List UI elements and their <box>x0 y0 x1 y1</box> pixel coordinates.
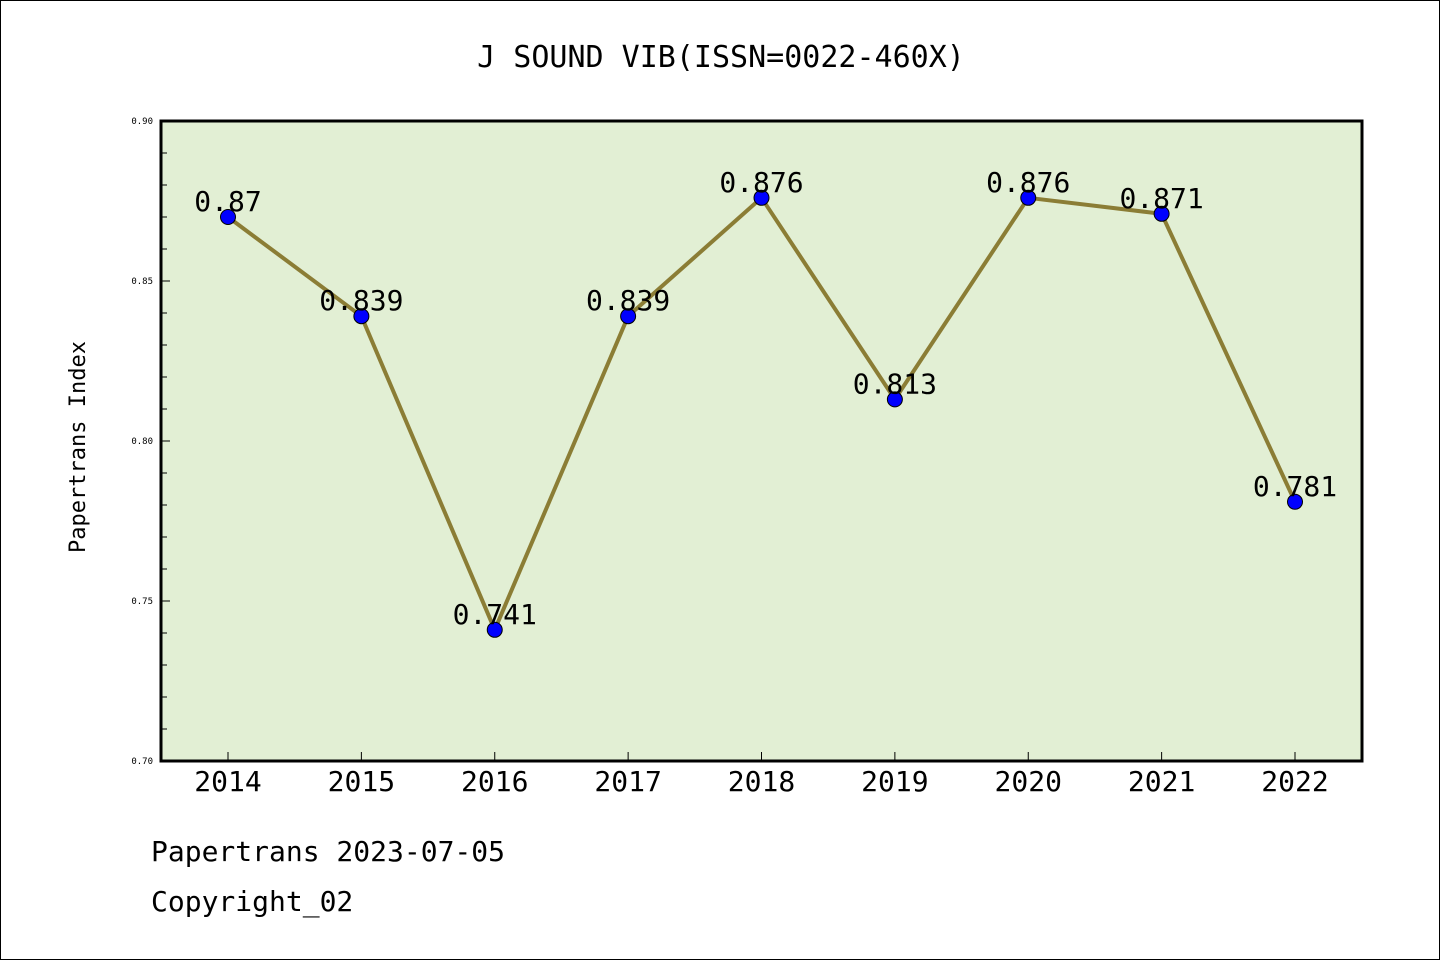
x-tick-label: 2017 <box>594 765 661 798</box>
y-tick-label: 0.70 <box>131 757 153 767</box>
x-tick-label: 2020 <box>995 765 1062 798</box>
x-tick-label: 2014 <box>194 765 261 798</box>
x-tick-label: 2022 <box>1261 765 1328 798</box>
y-axis: 0.70 0.75 0.80 0.85 0.90 <box>131 117 170 767</box>
plot-area <box>159 119 1364 763</box>
footer-date: Papertrans 2023-07-05 <box>151 835 506 868</box>
data-label: 0.741 <box>453 598 537 631</box>
data-point <box>353 308 370 325</box>
data-point <box>1020 189 1037 206</box>
data-label: 0.781 <box>1253 470 1337 503</box>
data-label: 0.876 <box>986 166 1070 199</box>
y-tick-label: 0.85 <box>131 277 153 287</box>
data-label: 0.876 <box>719 166 803 199</box>
footer-copyright: Copyright_02 <box>151 885 354 918</box>
data-label: 0.87 <box>194 185 261 218</box>
y-tick-label: 0.80 <box>131 437 153 447</box>
data-point <box>620 308 637 325</box>
data-point <box>220 209 236 225</box>
data-point <box>1153 205 1170 222</box>
data-point <box>486 621 503 638</box>
x-tick-label: 2021 <box>1128 765 1195 798</box>
y-tick-label: 0.75 <box>131 597 153 607</box>
y-tick-label: 0.90 <box>131 117 153 127</box>
data-point <box>1287 493 1303 510</box>
data-label: 0.839 <box>586 284 670 317</box>
x-axis: 2014 2015 2016 2017 2018 2019 2020 2021 2022 <box>194 752 1329 798</box>
data-label: 0.839 <box>319 284 403 317</box>
x-tick-label: 2018 <box>728 765 795 798</box>
chart-title: J SOUND VIB(ISSN=0022-460X) <box>477 40 965 75</box>
x-tick-label: 2019 <box>861 765 928 798</box>
data-label: 0.813 <box>853 367 937 400</box>
data-point <box>886 391 903 408</box>
data-labels-group: 0.87 0.839 0.741 0.839 0.876 0.813 0.876 0.871 0… <box>194 166 1337 631</box>
x-tick-label: 2015 <box>328 765 395 798</box>
x-tick-label: 2016 <box>461 765 528 798</box>
data-label: 0.871 <box>1119 182 1203 215</box>
y-axis-label: Papertrans Index <box>66 341 91 553</box>
markers-group <box>220 189 1303 638</box>
data-point <box>753 189 770 206</box>
